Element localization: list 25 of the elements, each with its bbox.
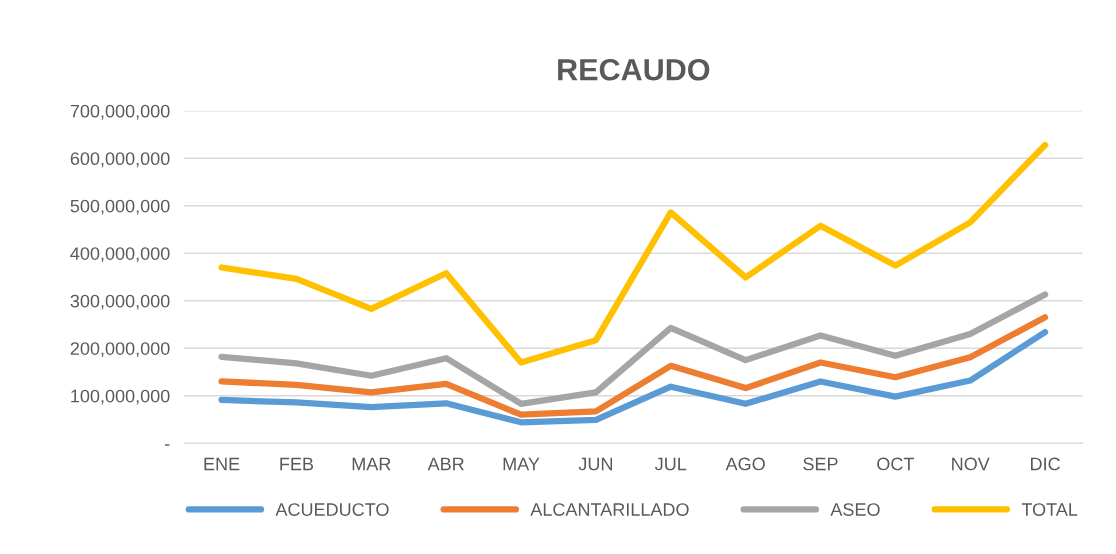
y-tick-label: 700,000,000 bbox=[70, 104, 170, 120]
y-tick-label: 200,000,000 bbox=[70, 342, 170, 358]
x-tick-label: OCT bbox=[877, 457, 914, 471]
x-tick-label: MAY bbox=[503, 457, 540, 471]
x-tick-label: DIC bbox=[1031, 457, 1060, 471]
x-tick-label: AGO bbox=[725, 457, 765, 471]
legend-label: ALCANTARILLADO bbox=[530, 503, 689, 516]
y-tick-label: 100,000,000 bbox=[71, 389, 170, 405]
y-tick-label: 500,000,000 bbox=[70, 199, 170, 215]
x-tick-label: JUL bbox=[654, 457, 687, 471]
y-tick-label: 400,000,000 bbox=[70, 247, 170, 263]
x-tick-label: FEB bbox=[280, 457, 314, 471]
y-tick-label: 600,000,000 bbox=[70, 152, 170, 168]
legend-label: TOTAL bbox=[1021, 503, 1078, 516]
x-tick-label: ABR bbox=[427, 457, 464, 471]
x-tick-label: MAR bbox=[352, 457, 391, 471]
legend-label: ASEO bbox=[830, 503, 880, 516]
y-tick-label: 300,000,000 bbox=[70, 294, 170, 310]
x-tick-label: SEP bbox=[803, 457, 838, 471]
x-tick-label: JUN bbox=[578, 457, 612, 471]
chart-title: RECAUDO bbox=[558, 58, 710, 81]
y-tick-label: - bbox=[165, 444, 170, 446]
x-tick-label: ENE bbox=[204, 457, 240, 471]
x-tick-label: NOV bbox=[952, 457, 990, 471]
legend-label: ACUEDUCTO bbox=[275, 503, 389, 516]
